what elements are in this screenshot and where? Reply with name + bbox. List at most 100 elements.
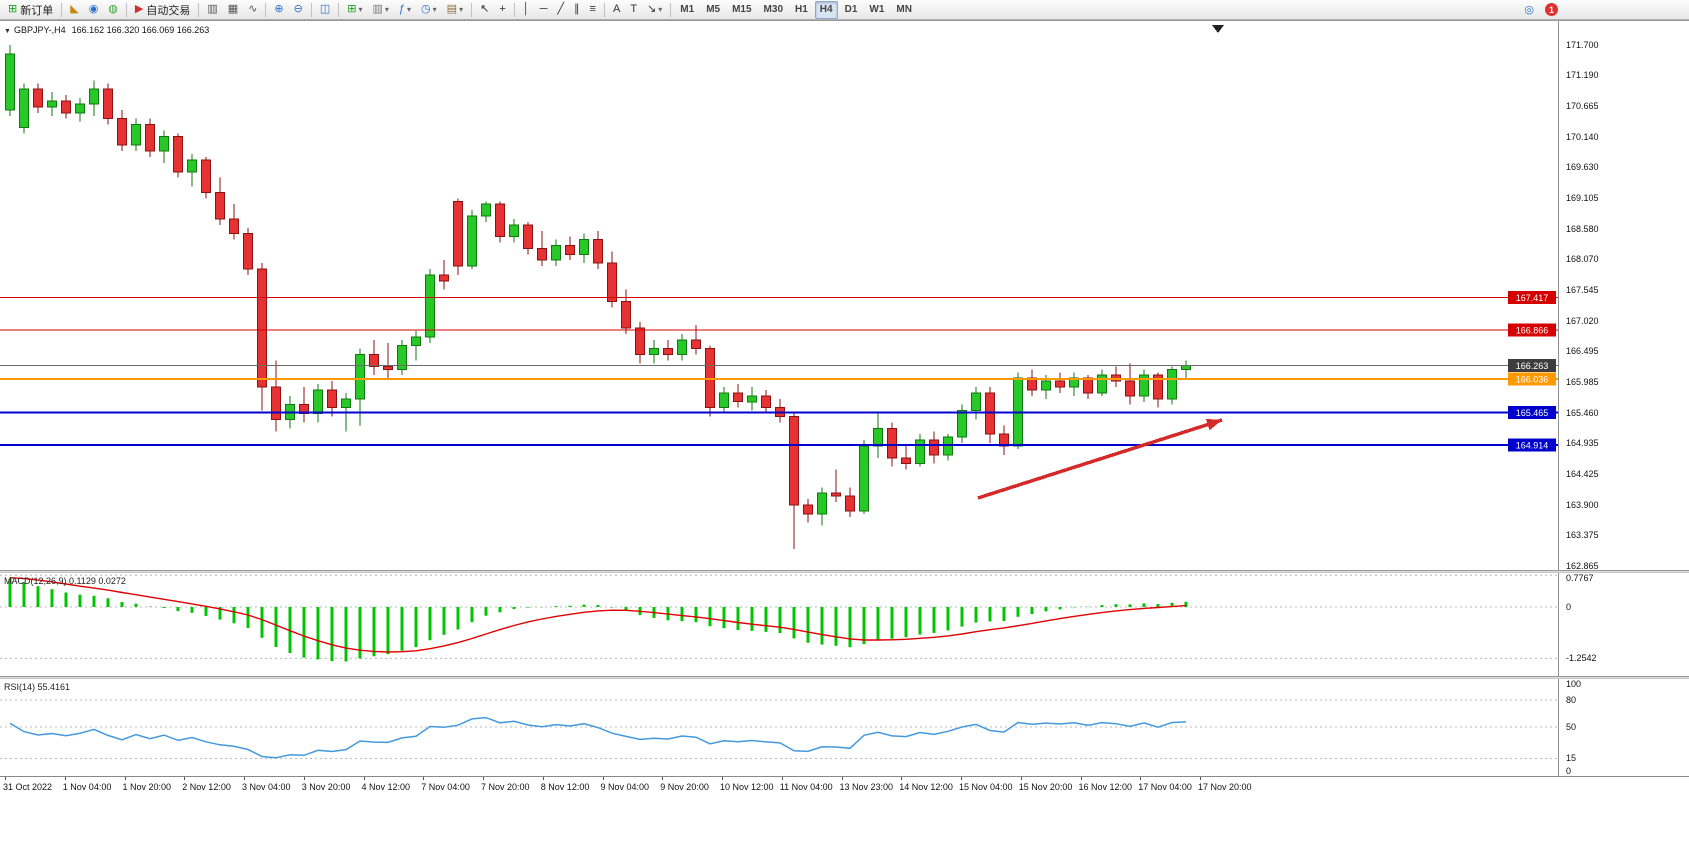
timeframe-h1-button[interactable]: H1 xyxy=(795,4,808,15)
timeframe-m30-button[interactable]: M30 xyxy=(763,4,783,15)
shapes-dropdown-icon[interactable]: ▾ xyxy=(658,5,663,14)
time-axis-tick xyxy=(244,777,245,780)
price-axis-label: 171.700 xyxy=(1566,39,1599,50)
candle xyxy=(635,322,645,364)
svg-text:167.417: 167.417 xyxy=(1516,293,1549,303)
channel-button[interactable]: ∥ xyxy=(570,1,584,19)
candle xyxy=(187,154,197,187)
svg-text:166.036: 166.036 xyxy=(1516,375,1549,385)
timeframe-m5-button[interactable]: M5 xyxy=(706,4,721,15)
time-axis-tick xyxy=(542,777,544,780)
tile-windows-icon: ◫ xyxy=(319,3,331,15)
time-axis-label: 3 Nov 04:00 xyxy=(242,782,291,792)
new-order-button[interactable]: ⊞ 新订单 xyxy=(4,1,57,19)
profiles-button[interactable]: ▥ ▾ xyxy=(368,1,392,19)
price-axis-label: 165.985 xyxy=(1566,376,1599,387)
candle xyxy=(439,260,449,290)
timeframe-m1-button[interactable]: M1 xyxy=(680,4,695,15)
candle xyxy=(677,334,687,361)
candle xyxy=(5,45,15,116)
tile-windows-button[interactable]: ◫ xyxy=(316,1,334,19)
macd-axis-label: -1.2542 xyxy=(1566,652,1597,663)
collapse-icon[interactable]: ▼ xyxy=(4,28,11,35)
zoom-out-button[interactable]: ⊖ xyxy=(290,1,307,19)
bar-chart-icon: ▥ xyxy=(207,3,218,15)
price-axis-label: 170.140 xyxy=(1566,131,1599,142)
price-tag: 166.866 xyxy=(1508,323,1556,337)
candle xyxy=(1013,372,1023,449)
periods-button[interactable]: ◷ ▾ xyxy=(417,1,441,19)
candle xyxy=(467,210,477,270)
text-label-button[interactable]: T xyxy=(626,1,641,19)
vertical-line-button[interactable]: │ xyxy=(519,1,534,19)
main-plot[interactable]: 167.417 166.866 166.263 166.036 165.465 164.9… xyxy=(0,21,1558,570)
new-chart-button[interactable]: ⊞ ▾ xyxy=(343,1,366,19)
text-icon: A xyxy=(612,3,621,15)
rsi-line xyxy=(9,716,1187,759)
svg-text:164.914: 164.914 xyxy=(1516,441,1549,451)
rsi-plot[interactable]: RSI(14) 55.4161 xyxy=(0,679,1558,776)
timeframe-w1-button[interactable]: W1 xyxy=(869,4,885,15)
price-axis-label: 165.460 xyxy=(1566,407,1599,418)
candle xyxy=(943,434,953,461)
new-chart-dropdown-icon[interactable]: ▾ xyxy=(358,5,363,14)
templates-dropdown-icon[interactable]: ▾ xyxy=(459,5,464,14)
trendline-button[interactable]: ╱ xyxy=(553,1,568,19)
indicators-dropdown-icon[interactable]: ▾ xyxy=(407,5,412,14)
horn-icon: ◣ xyxy=(70,3,79,15)
time-axis-label: 2 Nov 12:00 xyxy=(182,782,231,792)
cursor-button[interactable]: ↖ xyxy=(476,1,493,19)
macd-row: MACD(12,26,9) 0.1129 0.0272 0.7767 0 -1.25… xyxy=(0,573,1689,676)
line-chart-button[interactable]: ∿ xyxy=(244,1,261,19)
crosshair-button[interactable]: + xyxy=(495,1,509,19)
candle xyxy=(901,446,911,470)
candlestick-chart-button[interactable]: ▦ xyxy=(224,1,242,19)
chart-shift-marker[interactable] xyxy=(1212,25,1224,33)
toolbar-right: ◎ 1 xyxy=(1519,1,1558,19)
timeframe-m15-button[interactable]: M15 xyxy=(732,4,752,15)
timeframe-mn-button[interactable]: MN xyxy=(896,4,912,15)
indicators-button[interactable]: ƒ ▾ xyxy=(395,1,415,19)
candle xyxy=(271,360,281,432)
chat-button[interactable]: ◍ xyxy=(104,1,122,19)
macd-label: MACD(12,26,9) 0.1129 0.0272 xyxy=(4,576,126,586)
timeframe-d1-button[interactable]: D1 xyxy=(844,4,858,15)
templates-button[interactable]: ▤ ▾ xyxy=(443,1,467,19)
crosshair-icon: + xyxy=(499,3,506,15)
panel-divider-2[interactable] xyxy=(0,676,1689,679)
bar-chart-button[interactable]: ▥ xyxy=(203,1,221,19)
price-axis-label: 169.105 xyxy=(1566,192,1599,203)
time-axis-tick xyxy=(1080,777,1082,780)
time-axis[interactable]: 31 Oct 2022 1 Nov 04:00 1 Nov 20:00 2 Nov 1… xyxy=(0,776,1689,800)
price-axis-label: 164.425 xyxy=(1566,468,1599,479)
panel-divider-1[interactable] xyxy=(0,570,1689,573)
community-button[interactable]: ◉ xyxy=(85,1,103,19)
candle xyxy=(1153,372,1163,408)
periods-dropdown-icon[interactable]: ▾ xyxy=(432,5,437,14)
fibonacci-button[interactable]: ≡ xyxy=(586,1,600,19)
autotrading-button[interactable]: ▶ 自动交易 xyxy=(131,1,194,19)
timeframe-h4-button[interactable]: H4 xyxy=(814,0,838,19)
candle xyxy=(89,80,99,116)
time-axis-tick xyxy=(841,777,843,780)
toolbar-separator xyxy=(310,2,312,17)
candle xyxy=(1181,360,1191,379)
price-axis-label: 167.020 xyxy=(1566,315,1599,326)
shapes-button[interactable]: ↘ ▾ xyxy=(643,1,666,19)
candle xyxy=(201,157,211,199)
text-button[interactable]: A xyxy=(609,1,624,19)
price-axis-label: 166.495 xyxy=(1566,346,1599,357)
trend-arrow[interactable] xyxy=(977,418,1223,500)
candle xyxy=(397,339,407,376)
horn-button[interactable]: ◣ xyxy=(66,1,82,19)
candle xyxy=(327,381,337,417)
toolbar-separator xyxy=(513,2,515,17)
time-axis-label: 15 Nov 04:00 xyxy=(959,782,1013,792)
zoom-in-button[interactable]: ⊕ xyxy=(270,1,287,19)
horizontal-line-button[interactable]: ─ xyxy=(536,1,552,19)
notification-badge[interactable]: 1 xyxy=(1545,3,1558,16)
profiles-dropdown-icon[interactable]: ▾ xyxy=(384,5,389,14)
macd-plot[interactable]: MACD(12,26,9) 0.1129 0.0272 xyxy=(0,573,1558,676)
shapes-icon: ↘ xyxy=(647,3,657,15)
search-icon[interactable]: ◎ xyxy=(1524,4,1534,16)
